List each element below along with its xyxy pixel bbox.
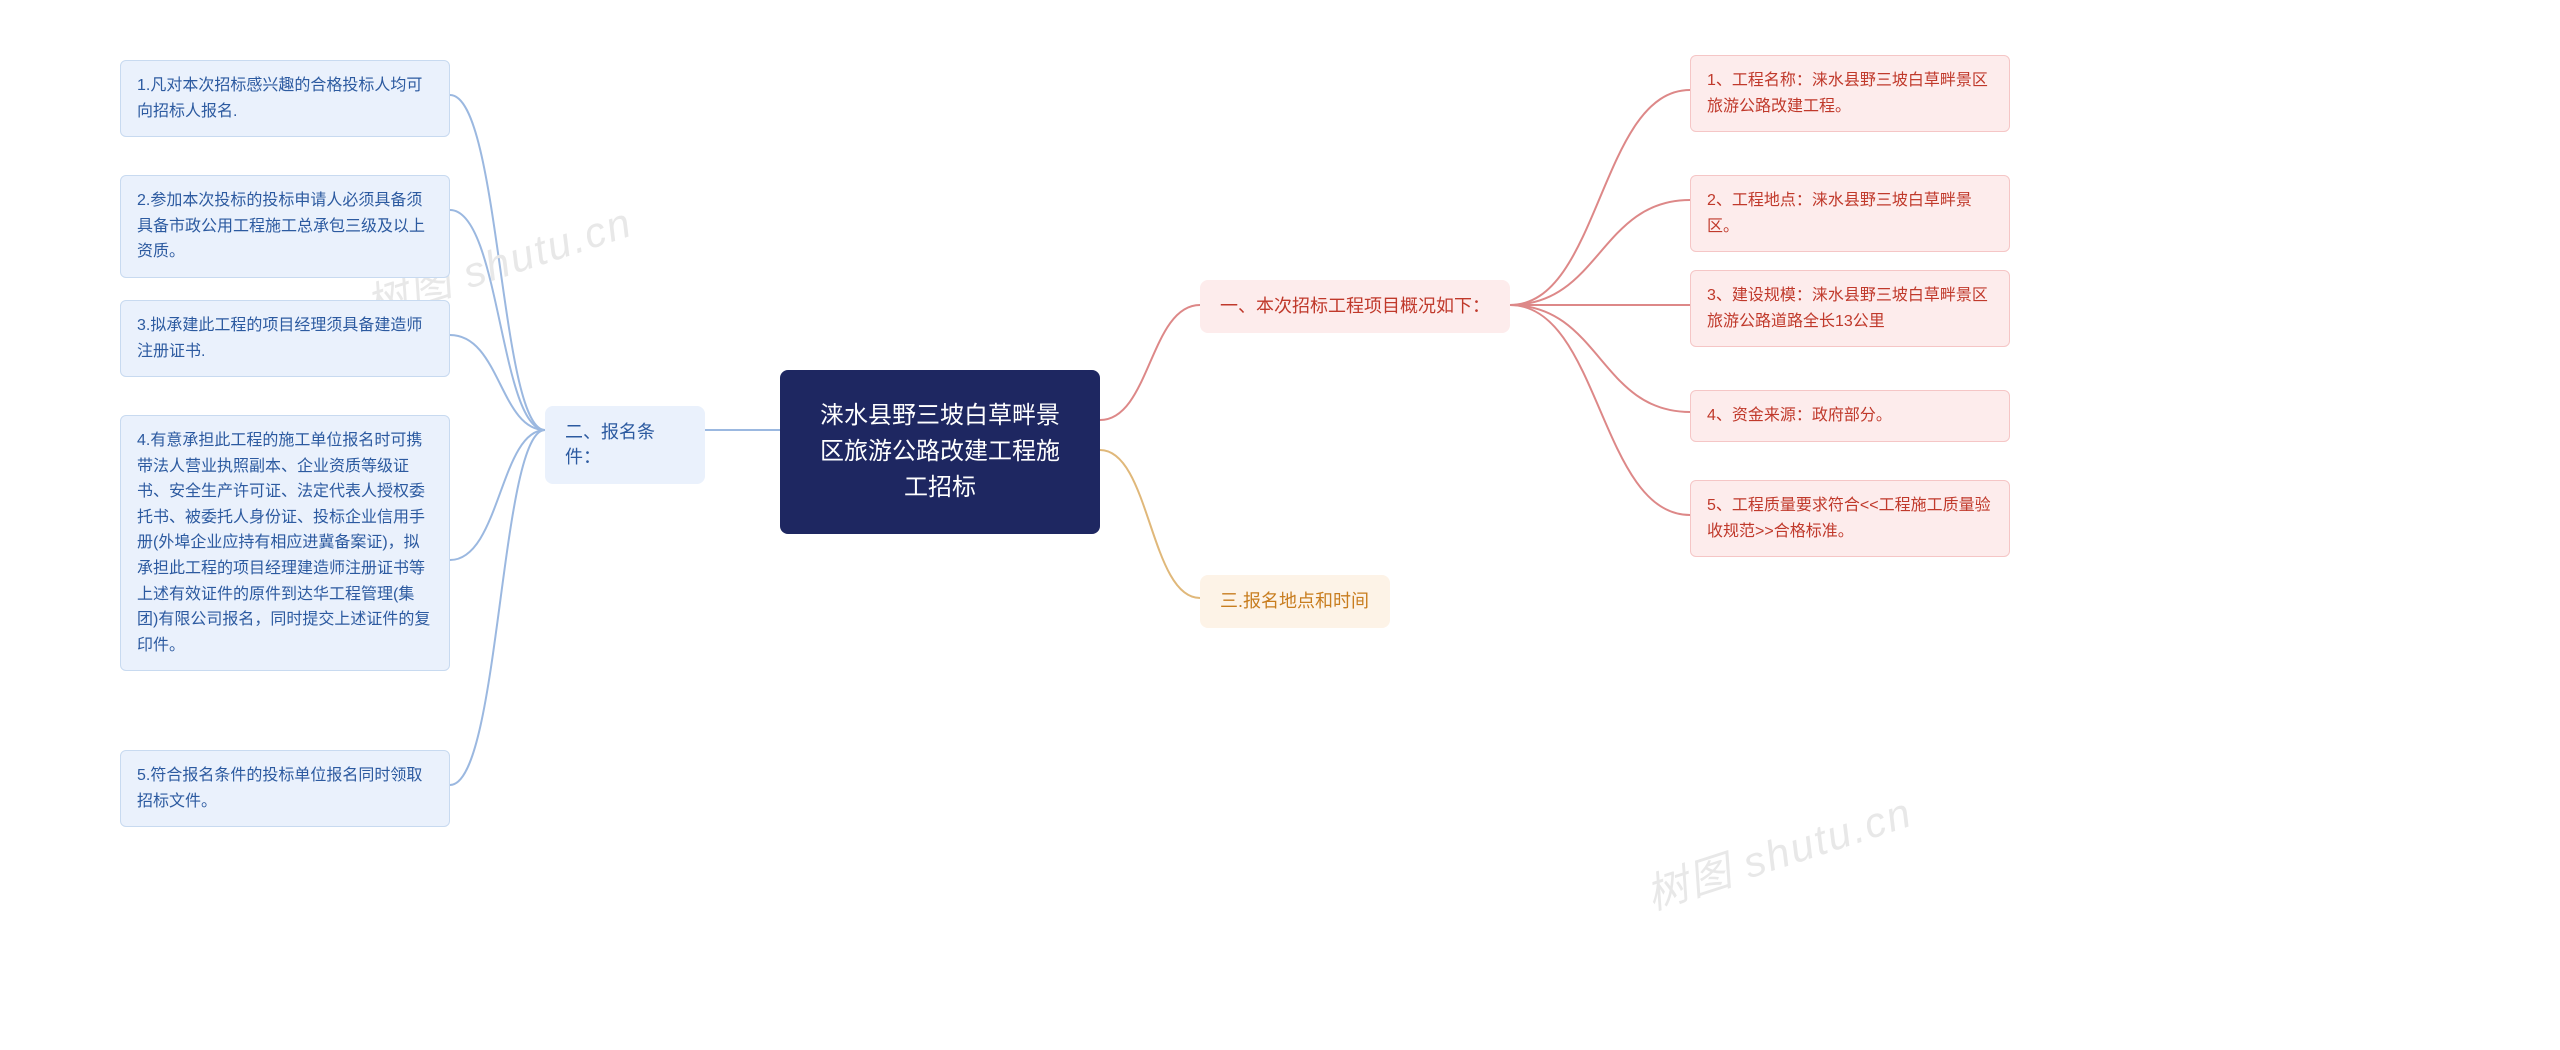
leaf-section2-item5[interactable]: 5.符合报名条件的投标单位报名同时领取招标文件。 xyxy=(120,750,450,827)
leaf-section1-item5[interactable]: 5、工程质量要求符合<<工程施工质量验收规范>>合格标准。 xyxy=(1690,480,2010,557)
branch-section3[interactable]: 三.报名地点和时间 xyxy=(1200,575,1390,628)
leaf-section1-item3[interactable]: 3、建设规模：涞水县野三坡白草畔景区旅游公路道路全长13公里 xyxy=(1690,270,2010,347)
branch-section1[interactable]: 一、本次招标工程项目概况如下： xyxy=(1200,280,1510,333)
leaf-section1-item2[interactable]: 2、工程地点：涞水县野三坡白草畔景区。 xyxy=(1690,175,2010,252)
leaf-section2-item4[interactable]: 4.有意承担此工程的施工单位报名时可携带法人营业执照副本、企业资质等级证书、安全… xyxy=(120,415,450,671)
mindmap-root[interactable]: 涞水县野三坡白草畔景区旅游公路改建工程施工招标 xyxy=(780,370,1100,534)
leaf-section1-item4[interactable]: 4、资金来源：政府部分。 xyxy=(1690,390,2010,442)
branch-section2[interactable]: 二、报名条件： xyxy=(545,406,705,484)
leaf-section2-item3[interactable]: 3.拟承建此工程的项目经理须具备建造师注册证书. xyxy=(120,300,450,377)
leaf-section2-item1[interactable]: 1.凡对本次招标感兴趣的合格投标人均可向招标人报名. xyxy=(120,60,450,137)
watermark: 树图 shutu.cn xyxy=(1637,779,1919,922)
leaf-section2-item2[interactable]: 2.参加本次投标的投标申请人必须具备须具备市政公用工程施工总承包三级及以上资质。 xyxy=(120,175,450,278)
leaf-section1-item1[interactable]: 1、工程名称：涞水县野三坡白草畔景区旅游公路改建工程。 xyxy=(1690,55,2010,132)
